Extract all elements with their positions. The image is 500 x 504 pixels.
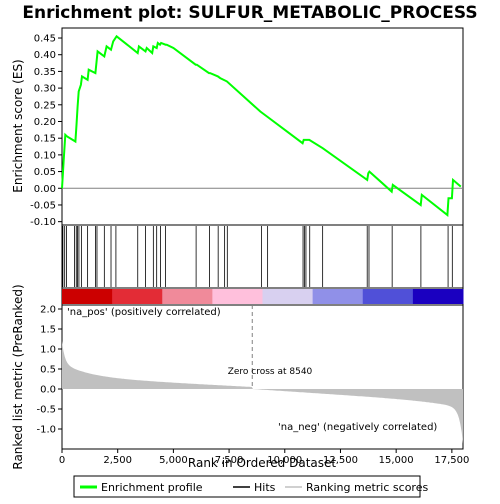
enrichment-profile-path <box>61 34 462 217</box>
es-tick-label: -0.05 <box>30 200 56 211</box>
metric-axis-label: Ranked list metric (PreRanked) <box>11 284 25 469</box>
es-tick-label: 0.00 <box>34 184 56 195</box>
es-tick-label: 0.45 <box>34 34 56 45</box>
hit-marks <box>62 226 453 287</box>
es-tick-label: -0.10 <box>30 217 56 228</box>
x-tick-label: 0 <box>59 455 65 466</box>
x-tick-label: 12,500 <box>323 455 358 466</box>
heat-segment <box>112 289 163 304</box>
x-axis-label: Rank in Ordered Dataset <box>188 456 336 470</box>
legend-profile-label: Enrichment profile <box>101 481 203 494</box>
legend-metric-label: Ranking metric scores <box>306 481 428 494</box>
x-tick-label: 2,500 <box>103 455 132 466</box>
heat-segment <box>262 289 314 304</box>
ranking-metric-area <box>62 305 463 444</box>
es-tick-label: 0.35 <box>34 67 56 78</box>
metric-tick-label: 2.0 <box>40 305 56 316</box>
metric-tick-label: -0.5 <box>36 405 56 416</box>
zero-cross-label: Zero cross at 8540 <box>228 367 313 377</box>
enrichment-profile-line <box>61 34 462 217</box>
x-tick-label: 7,500 <box>215 455 244 466</box>
x-tick-label: 15,000 <box>379 455 414 466</box>
es-panel <box>61 27 464 226</box>
heat-segment <box>312 289 364 304</box>
es-tick-label: 0.20 <box>34 117 56 128</box>
heat-segment <box>362 289 414 304</box>
es-tick-label: 0.10 <box>34 150 56 161</box>
metric-tick-label: 0.0 <box>40 385 56 396</box>
metric-tick-label: 1.0 <box>40 345 56 356</box>
es-axis-label: Enrichment score (ES) <box>11 59 25 192</box>
heat-segment <box>412 289 464 304</box>
x-tick-label: 10,000 <box>267 455 302 466</box>
metric-panel <box>61 304 464 450</box>
es-tick-label: 0.25 <box>34 100 56 111</box>
ranking-metric-fill <box>62 341 463 444</box>
metric-tick-label: -1.0 <box>36 425 56 436</box>
metric-tick-label: 0.5 <box>40 365 56 376</box>
hits-panel <box>61 224 464 289</box>
metric-tick-label: 1.5 <box>40 325 56 336</box>
es-tick-label: 0.15 <box>34 134 56 145</box>
x-tick-label: 5,000 <box>159 455 188 466</box>
heat-segment <box>212 289 263 304</box>
pos-label: 'na_pos' (positively correlated) <box>67 307 221 318</box>
x-axis: 0 2,500 5,000 7,500 10,000 12,500 15,000 17,500 <box>59 449 469 466</box>
legend-hits-label: Hits <box>254 481 276 494</box>
chart-title: Enrichment plot: SULFUR_METABOLIC_PROCES… <box>22 3 477 23</box>
rank-heatmap-bar <box>62 289 464 304</box>
es-axis: -0.10 -0.05 0.00 0.05 0.10 0.15 0.20 0.25 0.30 0.… <box>30 34 62 228</box>
heat-segment <box>62 289 113 304</box>
heat-segment <box>162 289 213 304</box>
es-tick-label: 0.30 <box>34 84 56 95</box>
x-tick-label: 17,500 <box>434 455 469 466</box>
es-tick-label: 0.05 <box>34 167 56 178</box>
neg-label: 'na_neg' (negatively correlated) <box>278 422 437 433</box>
es-tick-label: 0.40 <box>34 50 56 61</box>
metric-axis: -1.0 -0.5 0.0 0.5 1.0 1.5 2.0 <box>36 305 62 436</box>
